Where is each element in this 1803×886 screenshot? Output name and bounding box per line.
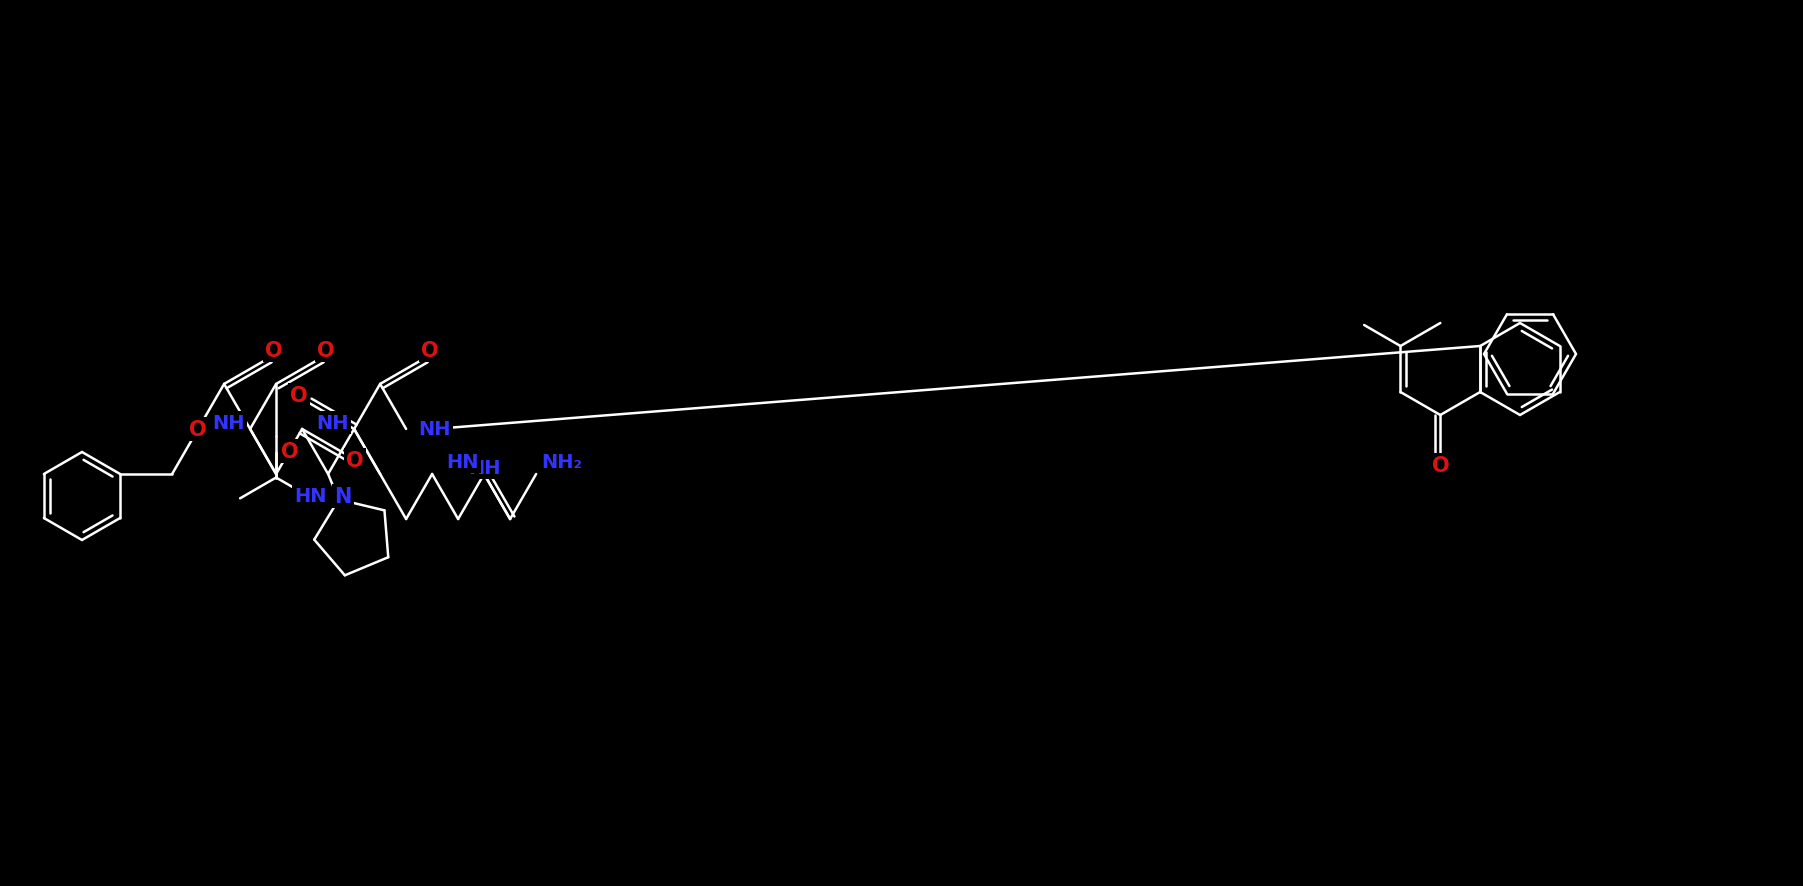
Text: HN: HN — [447, 453, 480, 471]
Text: NH: NH — [317, 414, 350, 432]
Text: O: O — [189, 419, 207, 439]
Text: O: O — [281, 441, 299, 462]
Text: O: O — [290, 385, 308, 406]
Text: N: N — [334, 486, 352, 507]
Text: O: O — [265, 340, 283, 361]
Text: O: O — [346, 450, 364, 470]
Text: HN: HN — [294, 487, 326, 506]
Text: NH: NH — [213, 414, 245, 432]
Text: O: O — [422, 340, 438, 361]
Text: NH: NH — [418, 420, 451, 439]
Text: NH₂: NH₂ — [541, 453, 582, 471]
Text: O: O — [1432, 455, 1450, 476]
Text: O: O — [317, 340, 335, 361]
Text: NH: NH — [467, 458, 501, 478]
